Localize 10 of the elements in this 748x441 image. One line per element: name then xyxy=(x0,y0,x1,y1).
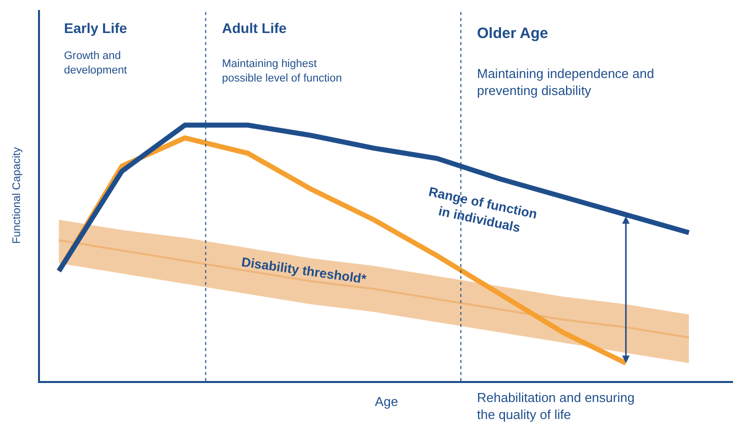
y-axis-title: Functional Capacity xyxy=(11,146,24,244)
text: Adult Life xyxy=(222,20,287,36)
text: Older Age xyxy=(477,25,548,42)
x-axis-title: Age xyxy=(374,394,398,410)
text: Maintaining highest possible level of function xyxy=(222,58,342,84)
text: Growth and development xyxy=(64,50,127,76)
text: Maintaining independence and preventing disability xyxy=(477,66,654,98)
text: Rehabilitation and ensuring the quality of life xyxy=(477,390,635,422)
text: Early Life xyxy=(64,20,128,36)
text: Disability threshold* xyxy=(240,254,368,287)
